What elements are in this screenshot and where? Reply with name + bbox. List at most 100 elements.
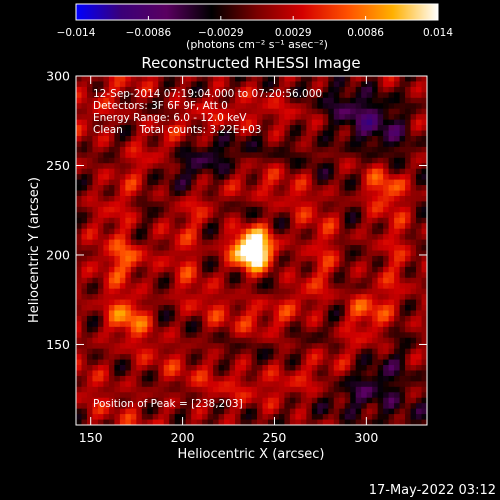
heatmap-cell [97,239,105,246]
heatmap-cell [317,381,324,388]
heatmap-cell [196,326,203,333]
heatmap-cell [383,157,390,164]
heatmap-cell [344,157,351,164]
heatmap-cell [196,174,203,181]
heatmap-cell [355,146,362,153]
heatmap-cell [246,326,253,333]
heatmap-cell [284,217,291,224]
heatmap-cell [213,108,220,115]
heatmap-cell [114,294,121,301]
heatmap-cell [251,359,258,366]
heatmap-cell [185,212,192,219]
heatmap-cell [317,261,324,268]
heatmap-cell [267,359,275,366]
heatmap-cell [136,157,143,164]
heatmap-cell [125,234,132,241]
heatmap-cell [114,217,121,224]
heatmap-cell [119,245,126,252]
heatmap-cell [399,266,406,273]
heatmap-cell [185,174,192,181]
heatmap-cell [284,228,291,235]
heatmap-cell [125,146,132,153]
heatmap-cell [317,397,324,404]
heatmap-cell [339,408,346,415]
heatmap-cell [202,141,209,148]
heatmap-cell [213,239,220,246]
heatmap-cell [289,365,296,372]
heatmap-cell [355,201,362,208]
heatmap-cell [163,190,170,197]
heatmap-cell [278,288,285,295]
heatmap-cell [125,370,132,377]
heatmap-cell [273,185,280,192]
heatmap-cell [278,419,285,425]
heatmap-cell [130,92,137,99]
heatmap-cell [317,386,324,393]
heatmap-cell [267,234,275,241]
heatmap-cell [235,217,242,224]
heatmap-cell [377,245,384,252]
heatmap-cell [267,343,275,350]
heatmap-cell [152,125,159,132]
heatmap-cell [191,174,198,181]
heatmap-cell [300,212,307,219]
heatmap-cell [317,195,324,203]
heatmap-cell [158,141,165,148]
heatmap-cell [136,359,143,366]
heatmap-cell [262,277,269,284]
heatmap-cell [361,114,368,121]
heatmap-cell [350,365,357,372]
heatmap-cell [92,119,99,126]
heatmap-cell [229,305,236,312]
heatmap-cell [311,108,318,115]
heatmap-cell [240,337,247,344]
heatmap-cell [152,392,159,399]
heatmap-cell [372,375,379,382]
heatmap-cell [251,310,258,317]
heatmap-cell [185,337,192,344]
heatmap-cell [267,206,275,213]
heatmap-cell [224,288,231,295]
heatmap-cell [207,217,214,224]
heatmap-cell [284,397,291,404]
heatmap-cell [366,97,373,104]
heatmap-cell [416,245,423,252]
heatmap-cell [163,141,170,148]
heatmap-cell [278,250,285,257]
heatmap-cell [344,299,351,306]
heatmap-cell [317,81,324,88]
heatmap-cell [328,201,335,208]
heatmap-cell [191,245,198,252]
heatmap-cell [361,359,368,366]
heatmap-cell [300,119,307,126]
heatmap-cell [421,326,427,333]
heatmap-cell [108,81,115,88]
heatmap-cell [295,185,302,192]
heatmap-cell [185,343,192,350]
heatmap-cell [103,343,110,350]
heatmap-cell [207,103,214,110]
heatmap-cell [273,217,280,224]
heatmap-cell [119,157,126,164]
heatmap-cell [267,272,275,279]
heatmap-cell [300,130,307,137]
heatmap-cell [97,343,105,350]
heatmap-cell [251,195,258,203]
heatmap-cell [306,228,313,235]
heatmap-cell [410,250,417,257]
heatmap-cell [300,305,307,312]
heatmap-cell [130,310,137,317]
heatmap-cell [97,103,105,110]
heatmap-cell [191,195,198,203]
heatmap-cell [240,114,247,121]
heatmap-cell [180,365,187,372]
heatmap-cell [114,97,121,104]
heatmap-cell [405,277,412,284]
heatmap-cell [278,125,285,132]
heatmap-cell [322,343,329,350]
heatmap-cell [361,294,368,301]
heatmap-cell [262,157,269,164]
heatmap-cell [196,386,203,393]
heatmap-cell [377,81,384,88]
heatmap-cell [251,185,258,192]
